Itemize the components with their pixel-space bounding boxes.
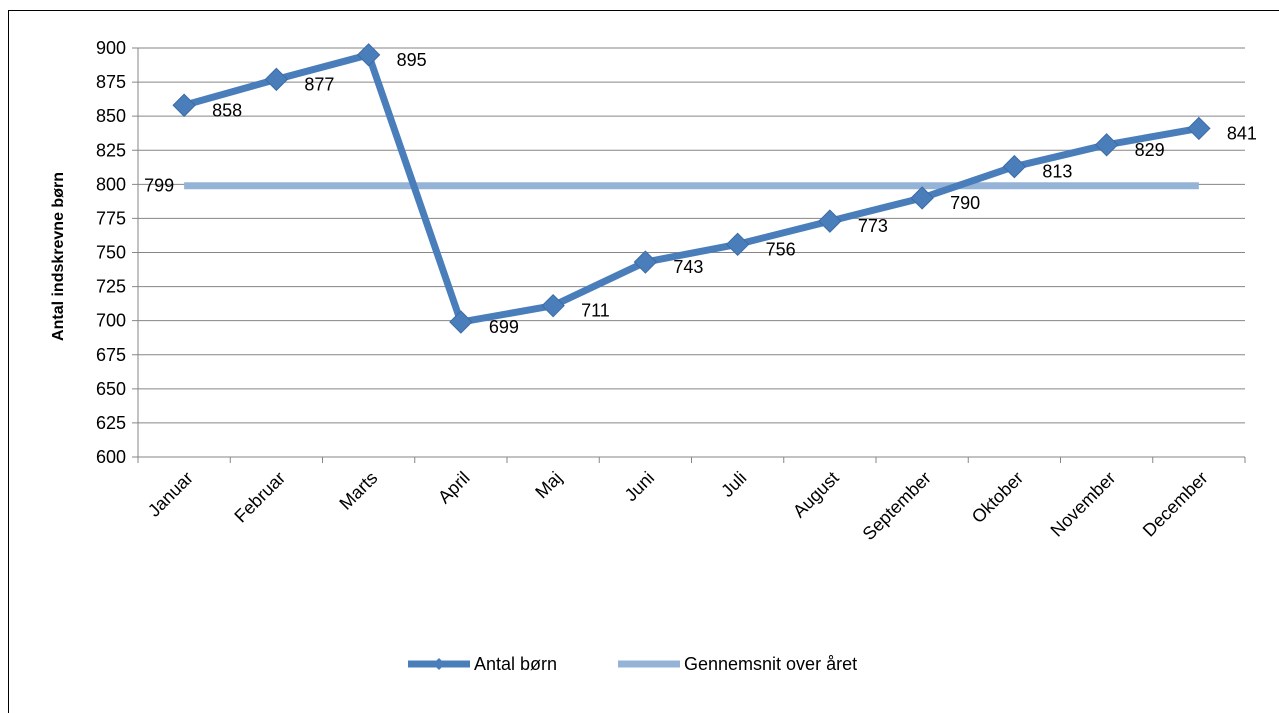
data-label: 813 (1042, 162, 1072, 182)
top-strip (0, 0, 1279, 8)
data-point-marker (449, 310, 473, 334)
data-label: 790 (950, 193, 980, 213)
y-tick-label: 825 (96, 140, 126, 160)
y-tick-label: 675 (96, 345, 126, 365)
data-label: 699 (489, 317, 519, 337)
x-tick-label: August (789, 468, 843, 522)
x-tick-label: September (859, 468, 935, 544)
y-tick-label: 850 (96, 106, 126, 126)
data-label: 877 (304, 74, 334, 94)
data-point-marker (725, 232, 750, 257)
data-label: 743 (673, 257, 703, 277)
data-point-marker (1094, 133, 1119, 157)
data-label: 895 (397, 50, 427, 70)
y-tick-label: 725 (96, 277, 126, 297)
x-tick-label: Januar (144, 468, 197, 521)
data-point-marker (1187, 116, 1211, 141)
y-tick-label: 900 (96, 38, 126, 58)
axis-layer: 600 625 650 675 700 725 750 775 800 825 850 875 900 J… (96, 38, 1246, 544)
data-label: 773 (858, 216, 888, 236)
y-tick-label: 775 (96, 208, 126, 228)
x-tick-label: April (434, 468, 474, 508)
data-point-marker (264, 67, 289, 92)
data-label: 858 (212, 100, 242, 120)
y-tick-label: 700 (96, 311, 126, 331)
x-tick-label: Februar (230, 468, 289, 527)
legend-marker-antal-born (433, 658, 445, 670)
legend-label-gennemsnit: Gennemsnit over året (684, 654, 857, 674)
grid-layer (132, 47, 1245, 458)
data-point-marker (910, 186, 934, 210)
label-layer: 858 877 895 699 711 743 756 773 790 813 829 841 799 (144, 50, 1257, 337)
y-axis-title: Antal indskrevne børn (50, 172, 67, 341)
data-point-marker (541, 293, 565, 318)
legend: Antal børn Gennemsnit over året (408, 654, 857, 674)
data-label: 841 (1227, 123, 1257, 143)
y-tick-label: 750 (96, 243, 126, 263)
x-tick-label: Marts (335, 468, 381, 514)
data-point-marker (818, 209, 842, 233)
data-label: 829 (1135, 140, 1165, 160)
x-tick-label: Maj (531, 468, 566, 503)
y-tick-label: 600 (96, 447, 126, 467)
x-tick-label: Oktober (968, 468, 1027, 527)
series-line-antal-born (183, 51, 1200, 326)
y-tick-label: 650 (96, 379, 126, 399)
series-layer (172, 43, 1211, 334)
chart-border (8, 10, 1279, 713)
data-label: 756 (766, 239, 796, 259)
data-point-marker (1002, 154, 1027, 179)
data-point-marker (633, 250, 658, 274)
data-label-average: 799 (144, 176, 174, 196)
x-tick-label: December (1139, 468, 1212, 541)
x-tick-label: November (1047, 468, 1120, 541)
data-label: 711 (581, 301, 610, 321)
x-tick-label: Juli (717, 468, 750, 501)
data-point-marker (356, 43, 381, 67)
y-tick-label: 800 (96, 174, 126, 194)
y-tick-label: 875 (96, 72, 126, 92)
x-tick-label: Juni (621, 468, 658, 505)
y-tick-label: 625 (96, 413, 126, 433)
legend-label-antal-born: Antal børn (474, 654, 557, 674)
data-point-marker (172, 93, 196, 117)
